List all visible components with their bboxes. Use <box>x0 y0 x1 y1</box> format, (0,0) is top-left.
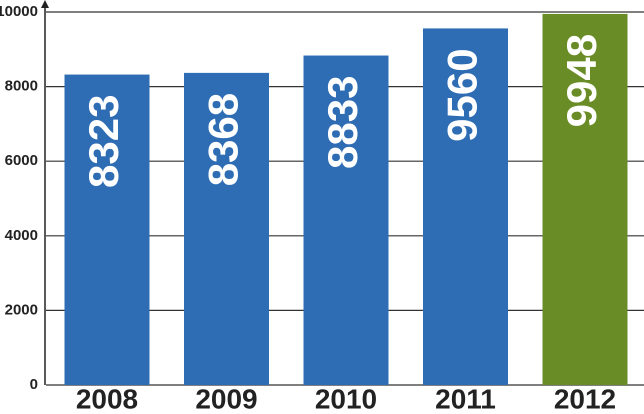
bar <box>303 55 389 385</box>
x-tick-label: 2010 <box>315 383 377 414</box>
value-label: 8833 <box>319 76 366 169</box>
bar <box>423 28 508 386</box>
value-label: 8368 <box>200 93 247 186</box>
y-tick-label: 8000 <box>5 78 38 95</box>
y-tick-label: 10000 <box>0 3 38 20</box>
x-tick-label: 2011 <box>435 383 496 414</box>
y-tick-label: 2000 <box>5 301 38 318</box>
x-tick-label: 2009 <box>195 383 257 414</box>
y-tick-label: 6000 <box>5 152 38 169</box>
x-tick-label: 2008 <box>76 383 138 414</box>
y-axis-arrow <box>41 0 49 8</box>
bar <box>542 13 628 385</box>
value-label: 9948 <box>558 34 605 127</box>
value-label: 9560 <box>439 48 486 141</box>
bar <box>64 74 150 386</box>
y-tick-label: 0 <box>30 376 38 393</box>
y-tick-label: 4000 <box>5 227 38 244</box>
bar <box>184 72 269 385</box>
value-label: 8323 <box>80 95 127 188</box>
x-tick-label: 2012 <box>554 383 616 414</box>
